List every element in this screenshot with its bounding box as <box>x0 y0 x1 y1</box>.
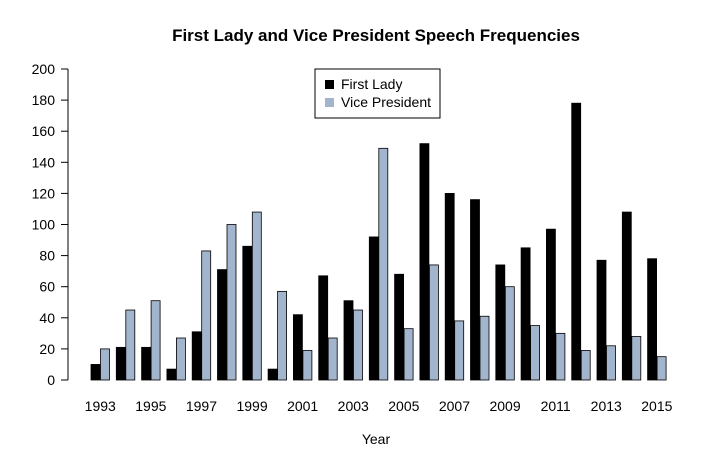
x-tick-label: 2003 <box>338 398 369 414</box>
y-tick-label: 40 <box>39 310 55 326</box>
bar-first-lady-2004 <box>368 236 379 381</box>
x-tick-label: 1995 <box>135 398 166 414</box>
bar-vice-president-2009 <box>504 286 515 381</box>
bar-vice-president-1993 <box>100 348 110 381</box>
y-tick-label: 160 <box>32 123 56 139</box>
bar-first-lady-2001 <box>292 314 303 381</box>
y-tick-label: 140 <box>32 154 56 170</box>
bar-vice-president-1997 <box>201 250 212 381</box>
x-tick-label: 2001 <box>287 398 318 414</box>
x-tick-label: 2007 <box>439 398 470 414</box>
x-tick-label: 2009 <box>489 398 520 414</box>
bars <box>90 102 667 381</box>
y-tick-label: 0 <box>47 372 55 388</box>
legend-swatch-first-lady <box>325 80 334 89</box>
y-tick-label: 20 <box>39 341 55 357</box>
bar-vice-president-2006 <box>428 264 439 381</box>
y-tick-label: 200 <box>32 61 56 77</box>
bar-first-lady-2002 <box>318 275 329 381</box>
bar-first-lady-1996 <box>166 368 177 381</box>
x-axis: 1993 1995 1997 1999 2001 2003 2005 2007 2009 2011… <box>85 398 673 414</box>
bar-vice-president-2007 <box>454 320 465 381</box>
bar-first-lady-2003 <box>343 300 354 381</box>
bar-first-lady-2005 <box>394 273 405 381</box>
bar-vice-president-2002 <box>327 337 338 381</box>
bar-first-lady-1995 <box>141 346 152 381</box>
bar-first-lady-1997 <box>191 331 202 381</box>
x-tick-label: 2011 <box>541 398 571 414</box>
bar-vice-president-2008 <box>479 315 490 381</box>
x-tick-label: 2015 <box>641 398 672 414</box>
y-tick-label: 80 <box>39 248 55 264</box>
bar-vice-president-2013 <box>606 345 616 381</box>
bar-first-lady-1999 <box>242 245 253 381</box>
bar-first-lady-2009 <box>495 264 506 381</box>
bar-vice-president-2005 <box>403 328 414 381</box>
x-tick-label: 1999 <box>236 398 267 414</box>
x-tick-label: 1993 <box>85 398 116 414</box>
bar-vice-president-1995 <box>150 300 161 381</box>
x-tick-label: 2005 <box>388 398 419 414</box>
bar-vice-president-2004 <box>378 147 389 381</box>
bar-first-lady-2000 <box>267 368 278 381</box>
bar-vice-president-2015 <box>656 356 667 381</box>
bar-vice-president-2010 <box>530 325 540 381</box>
y-tick-label: 120 <box>32 185 56 201</box>
bar-first-lady-2008 <box>470 199 480 381</box>
bar-vice-president-2014 <box>631 336 642 381</box>
bar-vice-president-1994 <box>125 309 136 381</box>
y-tick-label: 100 <box>32 217 56 233</box>
bar-first-lady-1998 <box>217 269 227 381</box>
bar-first-lady-2014 <box>621 211 632 381</box>
legend-label-vice-president: Vice President <box>341 94 431 110</box>
bar-first-lady-2011 <box>546 228 556 381</box>
bar-vice-president-2003 <box>353 309 363 381</box>
x-tick-label: 1997 <box>186 398 217 414</box>
chart-title: First Lady and Vice President Speech Fre… <box>172 26 580 45</box>
bar-first-lady-1993 <box>90 364 101 381</box>
legend-label-first-lady: First Lady <box>341 76 402 92</box>
bar-first-lady-2012 <box>571 102 582 381</box>
legend-swatch-vice-president <box>325 98 334 107</box>
bar-vice-president-1996 <box>175 337 186 381</box>
bar-vice-president-1999 <box>251 211 262 381</box>
bar-first-lady-2007 <box>444 192 455 381</box>
bar-first-lady-2006 <box>419 143 430 381</box>
bar-vice-president-2000 <box>277 290 288 381</box>
y-tick-label: 180 <box>32 92 56 108</box>
y-tick-label: 60 <box>39 279 55 295</box>
bar-vice-president-2011 <box>555 332 566 381</box>
bar-first-lady-2010 <box>520 247 531 381</box>
bar-first-lady-2015 <box>647 258 657 381</box>
bar-vice-president-2001 <box>302 350 313 381</box>
x-tick-label: 2013 <box>591 398 622 414</box>
legend: First Lady Vice President <box>314 68 441 119</box>
bar-vice-president-1998 <box>226 224 237 381</box>
bar-first-lady-2013 <box>596 259 607 381</box>
bar-first-lady-1994 <box>115 346 126 381</box>
bar-vice-president-2012 <box>580 350 591 381</box>
legend-box <box>314 68 441 119</box>
x-axis-label: Year <box>362 431 391 447</box>
y-axis: 0 20 40 60 80 100 120 140 160 180 200 <box>32 61 69 388</box>
